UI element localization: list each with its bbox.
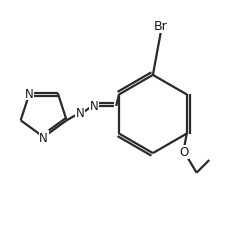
Text: O: O	[179, 146, 189, 159]
Text: N: N	[39, 131, 48, 144]
Text: N: N	[90, 100, 98, 113]
Text: N: N	[25, 87, 34, 100]
Text: Br: Br	[154, 20, 168, 33]
Text: N: N	[75, 107, 84, 120]
